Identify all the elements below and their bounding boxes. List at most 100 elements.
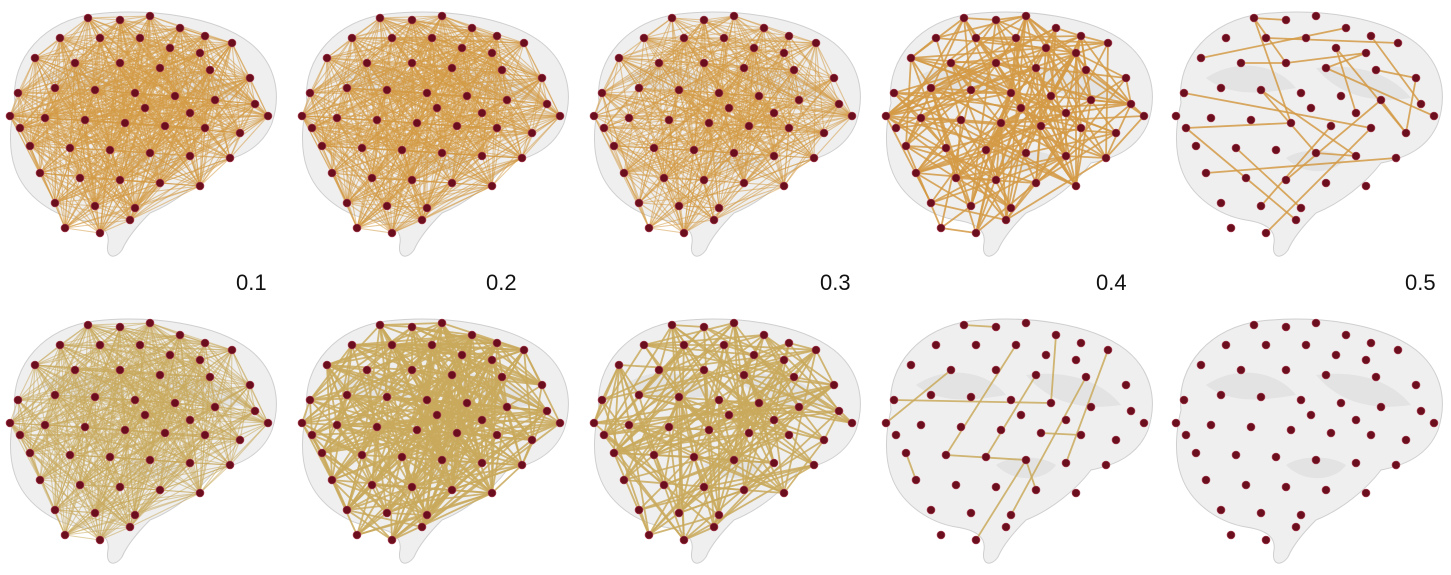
network-edge [189,42,233,114]
network-node [1021,11,1031,21]
network-edge [668,426,710,431]
network-node [1206,113,1216,123]
network-node [1296,203,1306,213]
network-node [15,123,25,133]
network-edge [623,172,720,209]
network-edge [1025,132,1117,154]
network-node [342,198,352,208]
network-edge [64,227,101,234]
network-edge [54,486,121,511]
network-edge [930,35,1082,89]
network-node [1171,111,1181,121]
network-node [155,178,165,188]
network-edge [748,419,775,434]
network-edge [456,52,493,127]
network-node [699,482,709,492]
network-node [1291,215,1301,225]
network-edge [905,145,957,179]
network-node [1236,365,1246,375]
network-node [759,330,769,340]
network-edge [99,27,181,39]
network-node [362,365,372,375]
network-edge [386,89,438,109]
network-edge [603,434,720,516]
network-node [881,111,891,121]
network-node [50,198,60,208]
network-node [739,63,749,73]
network-edge [346,107,438,204]
network-edge [1075,52,1127,79]
network-edge [451,67,503,71]
network-node [779,181,789,191]
network-edge [59,344,76,371]
network-node [422,395,432,405]
network-edge [521,439,533,466]
network-node [1326,428,1336,438]
network-edge [144,107,241,134]
network-node [185,415,195,425]
network-edge [643,322,735,346]
network-node [382,85,392,95]
network-edge [783,52,840,105]
network-node [1281,365,1291,375]
network-edge [613,344,685,454]
network-edge [663,484,685,541]
network-node [1321,63,1331,73]
network-edge [231,349,256,412]
network-edge [139,342,206,346]
network-node [1341,330,1351,340]
node-group [1171,318,1439,545]
network-edge [39,459,151,481]
network-edge [426,374,453,401]
network-node [195,488,205,498]
network-edge [54,374,161,396]
network-node [1031,178,1041,188]
network-node [170,91,180,101]
network-node [200,430,210,440]
network-node [422,88,432,98]
network-edge [788,127,825,134]
network-node [1021,318,1031,328]
edge-group [593,15,853,234]
network-node [50,83,60,93]
network-node [589,111,599,121]
network-edge [144,414,206,436]
network-edge [99,414,146,541]
network-node [1361,355,1371,365]
network-edge [1000,122,1027,154]
network-edge [638,37,645,89]
network-node [1429,111,1439,121]
network-edge [311,434,388,514]
network-edge [955,177,972,207]
network-edge [815,349,835,386]
network-edge [628,402,760,426]
network-edge [59,344,201,361]
network-edge [139,35,206,39]
network-edge [683,15,735,39]
network-node [210,402,220,412]
network-edge [995,62,1127,79]
network-node [357,143,367,153]
network-edge [39,454,71,481]
network-edge [728,410,840,416]
network-node [477,108,487,118]
network-node [1216,83,1226,93]
network-node [375,320,385,330]
network-node [966,201,976,211]
network-edge [733,15,755,49]
network-node [1391,460,1401,470]
network-node [1351,108,1361,118]
network-edge [975,37,1077,54]
network-edge [54,202,66,229]
network-edge [603,434,715,528]
network-edge [743,374,775,421]
network-edge [421,489,453,528]
network-edge [391,207,428,234]
network-edge [643,37,795,71]
network-edge [753,47,760,97]
network-edge [94,69,211,91]
network-edge [1285,99,1382,181]
network-node [412,118,422,128]
network-node [65,450,75,460]
network-edge [94,205,131,221]
